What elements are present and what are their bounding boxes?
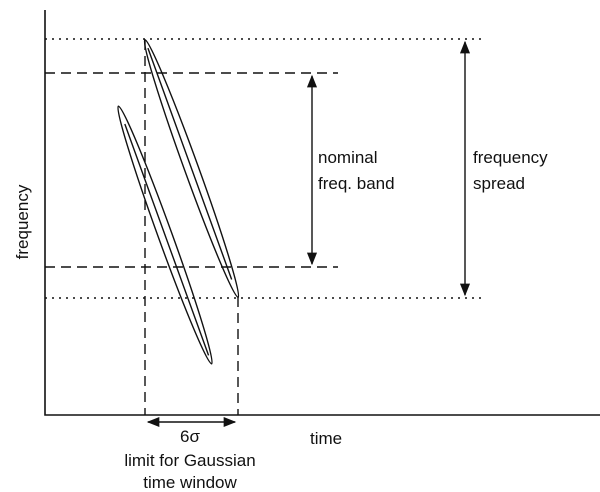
annotation: spread: [473, 174, 525, 193]
ellipse: [117, 105, 213, 365]
ellipse: [143, 38, 240, 299]
annotation: nominal: [318, 148, 378, 167]
ellipse-axis: [147, 47, 233, 280]
annotation: frequency: [473, 148, 548, 167]
annotation: limit for Gaussian: [124, 451, 255, 470]
annotation: 6σ: [180, 427, 200, 446]
x-axis-label: time: [310, 429, 342, 448]
ellipse-lower: [117, 105, 213, 365]
annotation: time window: [143, 473, 237, 492]
y-axis-label: frequency: [13, 184, 32, 259]
axes: [44, 10, 600, 416]
ellipse-axis: [124, 123, 210, 356]
ellipse-upper: [143, 38, 240, 299]
annotation: freq. band: [318, 174, 395, 193]
